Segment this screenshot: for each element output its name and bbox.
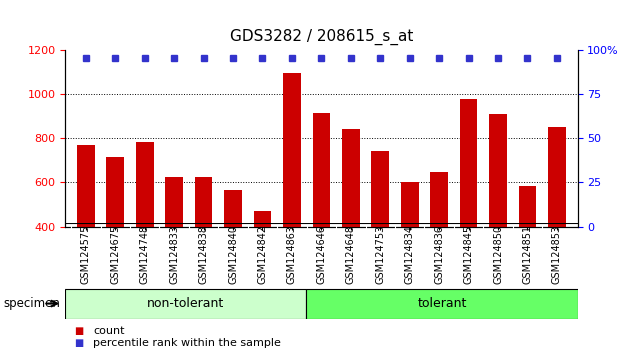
Text: GSM124834: GSM124834 (405, 225, 415, 284)
Text: GSM124648: GSM124648 (346, 225, 356, 284)
Text: GSM124675: GSM124675 (111, 225, 120, 284)
Text: ■: ■ (75, 326, 84, 336)
Bar (106, 157, 124, 227)
Text: non-tolerant: non-tolerant (147, 297, 224, 310)
Text: GSM124575: GSM124575 (81, 225, 91, 284)
Bar (253, 211, 271, 227)
FancyBboxPatch shape (65, 289, 306, 319)
Bar (136, 143, 153, 227)
Bar (77, 145, 94, 227)
Text: GSM124851: GSM124851 (522, 225, 532, 284)
Text: GSM124838: GSM124838 (199, 225, 209, 284)
Bar (195, 177, 212, 227)
Bar (401, 182, 419, 227)
Bar (548, 127, 566, 227)
Text: count: count (93, 326, 125, 336)
Text: GSM124833: GSM124833 (169, 225, 179, 284)
Text: GSM124845: GSM124845 (464, 225, 474, 284)
Text: GSM124753: GSM124753 (375, 225, 385, 284)
Text: GSM124748: GSM124748 (140, 225, 150, 284)
FancyBboxPatch shape (306, 289, 578, 319)
Title: GDS3282 / 208615_s_at: GDS3282 / 208615_s_at (230, 29, 413, 45)
Text: GSM124853: GSM124853 (552, 225, 562, 284)
Text: GSM124863: GSM124863 (287, 225, 297, 284)
Bar (371, 152, 389, 227)
Bar (342, 129, 360, 227)
Text: GSM124840: GSM124840 (228, 225, 238, 284)
Bar (460, 99, 478, 227)
Text: GSM124842: GSM124842 (258, 225, 268, 284)
Text: GSM124646: GSM124646 (316, 225, 327, 284)
Bar (224, 190, 242, 227)
Text: tolerant: tolerant (417, 297, 466, 310)
Bar (430, 172, 448, 227)
Bar (312, 113, 330, 227)
Text: GSM124836: GSM124836 (434, 225, 444, 284)
Bar (489, 114, 507, 227)
Text: percentile rank within the sample: percentile rank within the sample (93, 338, 281, 348)
Bar (165, 177, 183, 227)
Bar (283, 73, 301, 227)
Text: specimen: specimen (3, 297, 60, 310)
Bar (519, 185, 537, 227)
Text: ■: ■ (75, 338, 84, 348)
Text: GSM124850: GSM124850 (493, 225, 503, 284)
